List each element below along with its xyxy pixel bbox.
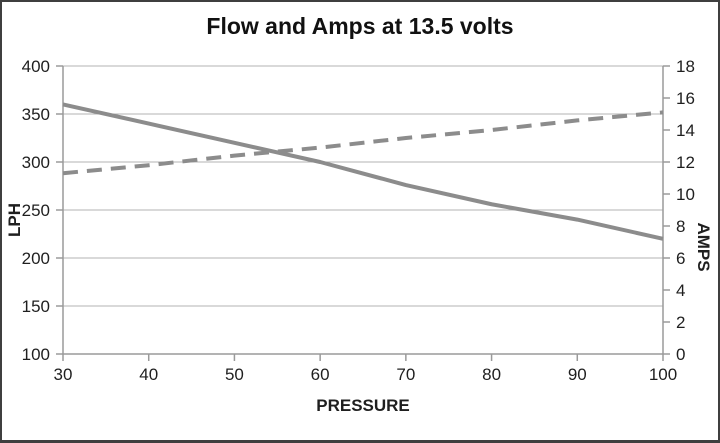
y-left-tick-label: 150	[22, 297, 50, 316]
y-right-tick-label: 12	[676, 153, 695, 172]
x-tick-label: 70	[396, 365, 415, 384]
y-axis-title-left: LPH	[5, 203, 24, 237]
series-line-dashed-amps	[62, 110, 664, 176]
y-left-tick-label: 300	[22, 153, 50, 172]
x-tick-label: 80	[482, 365, 501, 384]
chart-title: Flow and Amps at 13.5 volts	[206, 13, 514, 39]
y-left-tick-label: 100	[22, 345, 50, 364]
y-right-tick-label: 18	[676, 57, 695, 76]
x-axis-title: PRESSURE	[316, 396, 410, 415]
y-right-tick-label: 16	[676, 89, 695, 108]
y-left-tick-label: 350	[22, 105, 50, 124]
y-right-tick-label: 14	[676, 121, 695, 140]
y-left-tick-label: 250	[22, 201, 50, 220]
x-tick-label: 100	[649, 365, 677, 384]
x-tick-label: 30	[54, 365, 73, 384]
x-tick-label: 60	[311, 365, 330, 384]
series-line-solid-flow	[62, 102, 664, 241]
y-right-tick-label: 2	[676, 313, 685, 332]
y-right-tick-label: 0	[676, 345, 685, 364]
y-axis-title-right: AMPS	[694, 222, 713, 272]
y-left-tick-label: 400	[22, 57, 50, 76]
y-right-tick-label: 8	[676, 217, 685, 236]
y-right-tick-label: 4	[676, 281, 685, 300]
x-tick-label: 90	[568, 365, 587, 384]
x-tick-label: 40	[139, 365, 158, 384]
x-tick-label: 50	[225, 365, 244, 384]
y-left-tick-label: 200	[22, 249, 50, 268]
y-right-tick-label: 6	[676, 249, 685, 268]
y-right-tick-label: 10	[676, 185, 695, 204]
